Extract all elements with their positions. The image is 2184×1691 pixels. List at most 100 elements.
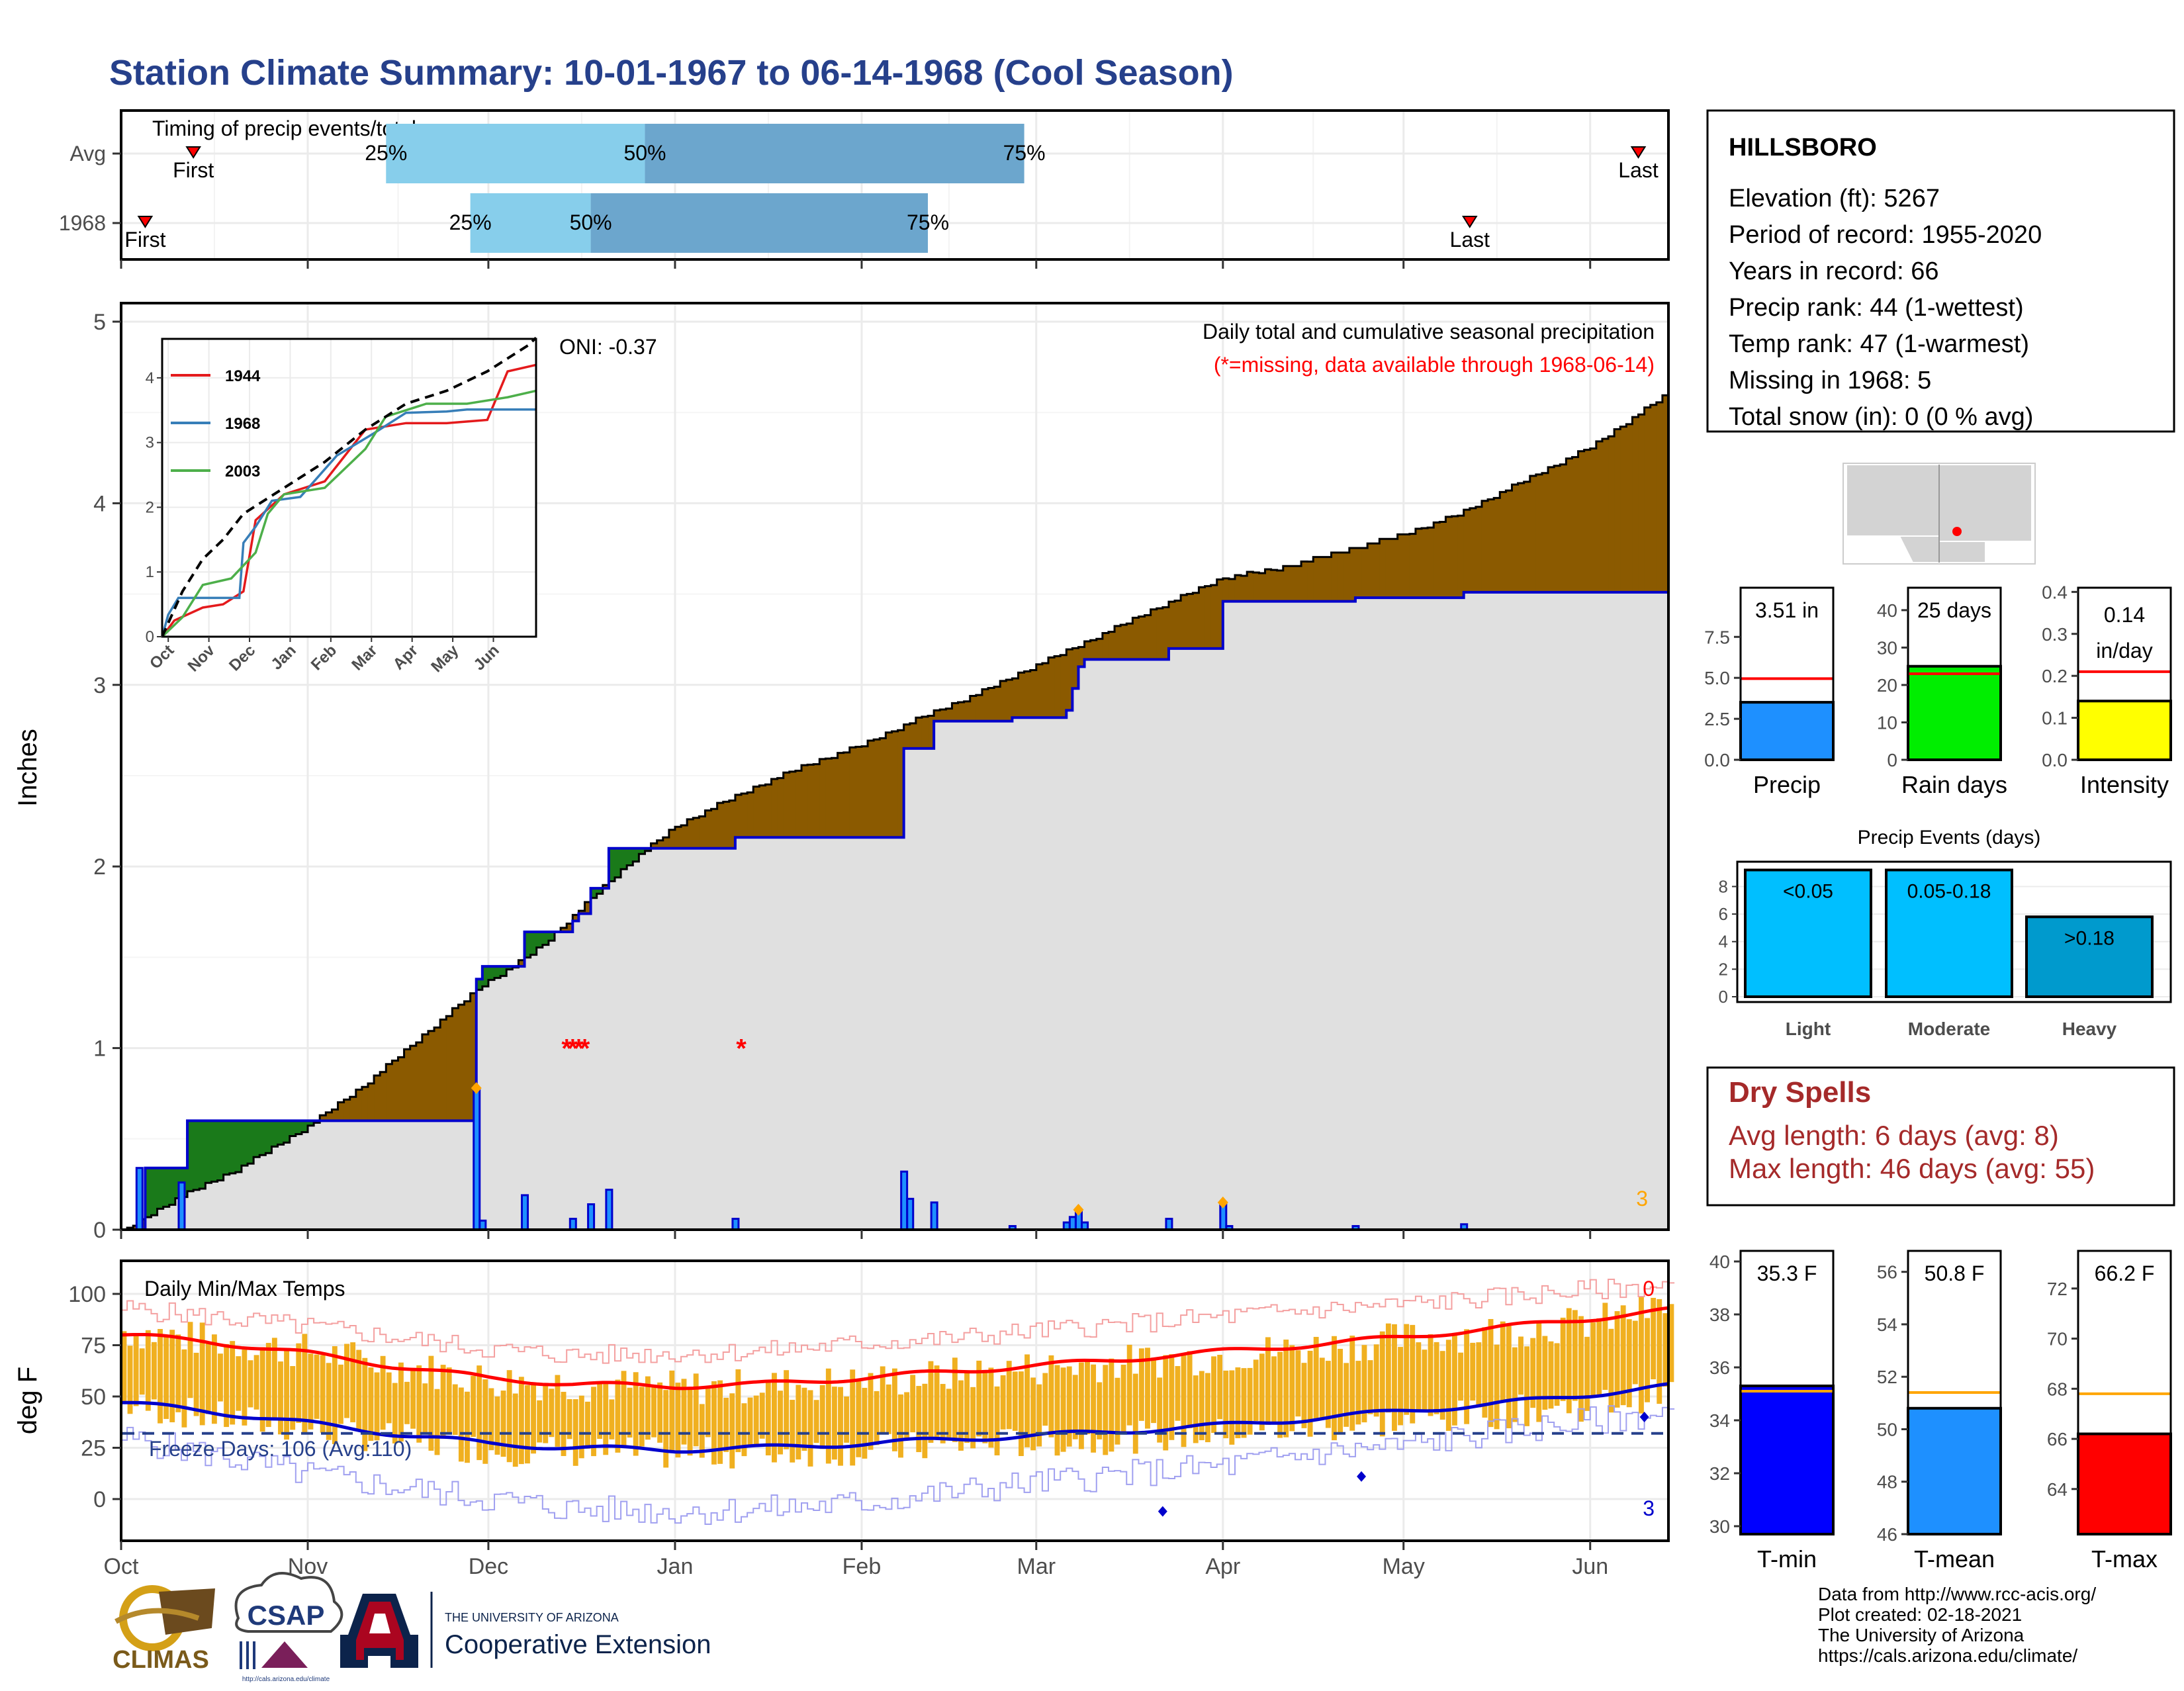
month-tick-label: Oct xyxy=(104,1554,139,1579)
inset-ytick-label: 4 xyxy=(146,369,154,387)
timing-last-marker xyxy=(1630,146,1647,159)
timing-bar-50-75 xyxy=(645,124,1024,183)
summary-ytick-label: 0.2 xyxy=(2042,666,2068,686)
summary-value-label: 66.2 F xyxy=(2095,1261,2155,1285)
temp-ylabel: deg F xyxy=(13,1367,42,1434)
precip-events-bar-label: 0.05-0.18 xyxy=(1907,880,1991,902)
summary-ytick-label: 40 xyxy=(1877,600,1897,621)
precip-events-ytick-label: 6 xyxy=(1719,904,1728,924)
missing-day-marker: * xyxy=(736,1034,747,1064)
daily-precip-bar xyxy=(569,1218,577,1231)
summary-ytick-label: 66 xyxy=(2047,1429,2068,1449)
precip-events-panel: Precip Events (days) <0.05 Light 0.05-0.18… xyxy=(1719,827,2172,1039)
month-tick-label: Feb xyxy=(842,1554,882,1579)
summary-ytick-label: 30 xyxy=(1877,637,1897,658)
inset-line-1968 xyxy=(161,408,536,637)
precip-summary-panels: 0.0 2.5 5.0 7.5 3.51 in Precip 0 10 20 30 40 25 day… xyxy=(1704,582,2172,798)
footer-line-url: https://cals.arizona.edu/climate/ xyxy=(1818,1645,2077,1666)
station-location-marker xyxy=(1952,527,1962,536)
summary-ytick-label: 0.3 xyxy=(2042,624,2068,645)
ua-logo: THE UNIVERSITY OF ARIZONA Cooperative Ex… xyxy=(340,1592,711,1668)
month-tick-label: May xyxy=(1383,1554,1425,1579)
station-name: HILLSBORO xyxy=(1729,134,1877,161)
summary-ytick-label: 34 xyxy=(1709,1410,1730,1431)
summary-panel-label: T-mean xyxy=(1914,1545,1995,1573)
summary-value-label: 50.8 F xyxy=(1925,1261,1985,1285)
inset-ytick-label: 1 xyxy=(146,563,154,581)
temp-ytick-label: 50 xyxy=(81,1385,106,1410)
csap-logo: CSAP http://cals.arizona.edu/climate xyxy=(234,1572,343,1683)
inset-ytick-label: 0 xyxy=(146,628,154,646)
station-info-line: Years in record: 66 xyxy=(1729,257,1939,285)
timing-pct-label: 50% xyxy=(623,141,666,165)
precip-ytick-label: 2 xyxy=(93,854,106,880)
climas-logo-text: CLIMAS xyxy=(113,1646,209,1674)
timing-pct-label: 75% xyxy=(1003,141,1046,165)
precip-events-ytick-label: 8 xyxy=(1719,876,1728,896)
summary-ytick-label: 46 xyxy=(1877,1524,1897,1545)
avg-min-line xyxy=(120,1382,1669,1454)
avg-max-line xyxy=(120,1306,1669,1391)
csap-logo-text: CSAP xyxy=(248,1600,325,1631)
ua-logo-big: Cooperative Extension xyxy=(445,1630,711,1659)
temp-corner-bottom: 3 xyxy=(1643,1496,1655,1520)
summary-ytick-label: 52 xyxy=(1877,1367,1897,1387)
summary-ytick-label: 0.0 xyxy=(1704,750,1730,770)
station-info-line: Period of record: 1955-2020 xyxy=(1729,221,2042,249)
precip-events-bar-moderate xyxy=(1885,868,2013,998)
missing-day-marker: * xyxy=(568,1034,578,1064)
precip-chart-title: Daily total and cumulative seasonal prec… xyxy=(1203,320,1655,343)
summary-ytick-label: 70 xyxy=(2047,1329,2068,1349)
temp-ytick-label: 25 xyxy=(81,1436,106,1461)
daily-precip-bar xyxy=(1165,1218,1173,1231)
dry-spells-box: Dry Spells Avg length: 6 days (avg: 8) M… xyxy=(1706,1066,2175,1207)
inset-legend-1968: 1968 xyxy=(225,415,260,433)
summary-panel-label: Rain days xyxy=(1901,771,2007,798)
summary-panel-label: T-max xyxy=(2091,1545,2158,1573)
timing-last-label: Last xyxy=(1450,228,1490,251)
cumulative-1968-area xyxy=(121,592,1668,1230)
month-tick-label: Jan xyxy=(657,1554,694,1579)
precip-ytick-label: 4 xyxy=(93,491,106,516)
summary-ytick-label: 72 xyxy=(2047,1279,2068,1299)
timing-pct-label: 25% xyxy=(449,210,492,234)
precip-events-category: Light xyxy=(1786,1019,1831,1039)
missing-day-marker: * xyxy=(561,1034,572,1064)
timing-row-label: 1968 xyxy=(59,211,106,235)
oni-label: ONI: -0.37 xyxy=(559,335,657,359)
summary-ytick-label: 0.4 xyxy=(2042,582,2068,602)
summary-ytick-label: 68 xyxy=(2047,1379,2068,1399)
summary-ytick-label: 38 xyxy=(1709,1304,1730,1325)
summary-ytick-label: 54 xyxy=(1877,1314,1897,1335)
summary-ytick-label: 20 xyxy=(1877,675,1897,696)
station-info-line: Missing in 1968: 5 xyxy=(1729,367,1931,394)
timing-first-label: First xyxy=(173,158,214,182)
summary-ytick-label: 50 xyxy=(1877,1419,1897,1440)
inset-legend-2003: 2003 xyxy=(225,463,260,480)
avg-cumulative-line xyxy=(121,392,1670,1231)
temp-ytick-label: 75 xyxy=(81,1334,106,1359)
summary-panel-label: Intensity xyxy=(2080,771,2169,798)
summary-ytick-label: 2.5 xyxy=(1704,709,1730,729)
summary-panel-label: Precip xyxy=(1753,771,1821,798)
timing-row-label: Avg xyxy=(69,142,106,165)
month-tick-label: Mar xyxy=(1017,1554,1056,1579)
timing-bar-50-75 xyxy=(590,193,929,253)
climas-logo: CLIMAS xyxy=(113,1585,215,1674)
record-max-line xyxy=(121,1278,1675,1364)
inset-legend-1944: 1944 xyxy=(225,367,261,385)
summary-value-label: 3.51 in xyxy=(1755,598,1819,622)
summary-ytick-label: 10 xyxy=(1877,712,1897,733)
daily-precip-bar xyxy=(478,1219,487,1231)
summary-ytick-label: 0.1 xyxy=(2042,708,2068,729)
page-title: Station Climate Summary: 10-01-1967 to 0… xyxy=(109,53,1234,93)
summary-panel-label: T-min xyxy=(1757,1545,1817,1573)
precip-events-category: Heavy xyxy=(2062,1019,2117,1039)
temp-ytick-label: 100 xyxy=(68,1282,106,1307)
summary-bar-rain-days xyxy=(1907,664,2002,762)
station-info-line: Elevation (ft): 5267 xyxy=(1729,185,1940,212)
